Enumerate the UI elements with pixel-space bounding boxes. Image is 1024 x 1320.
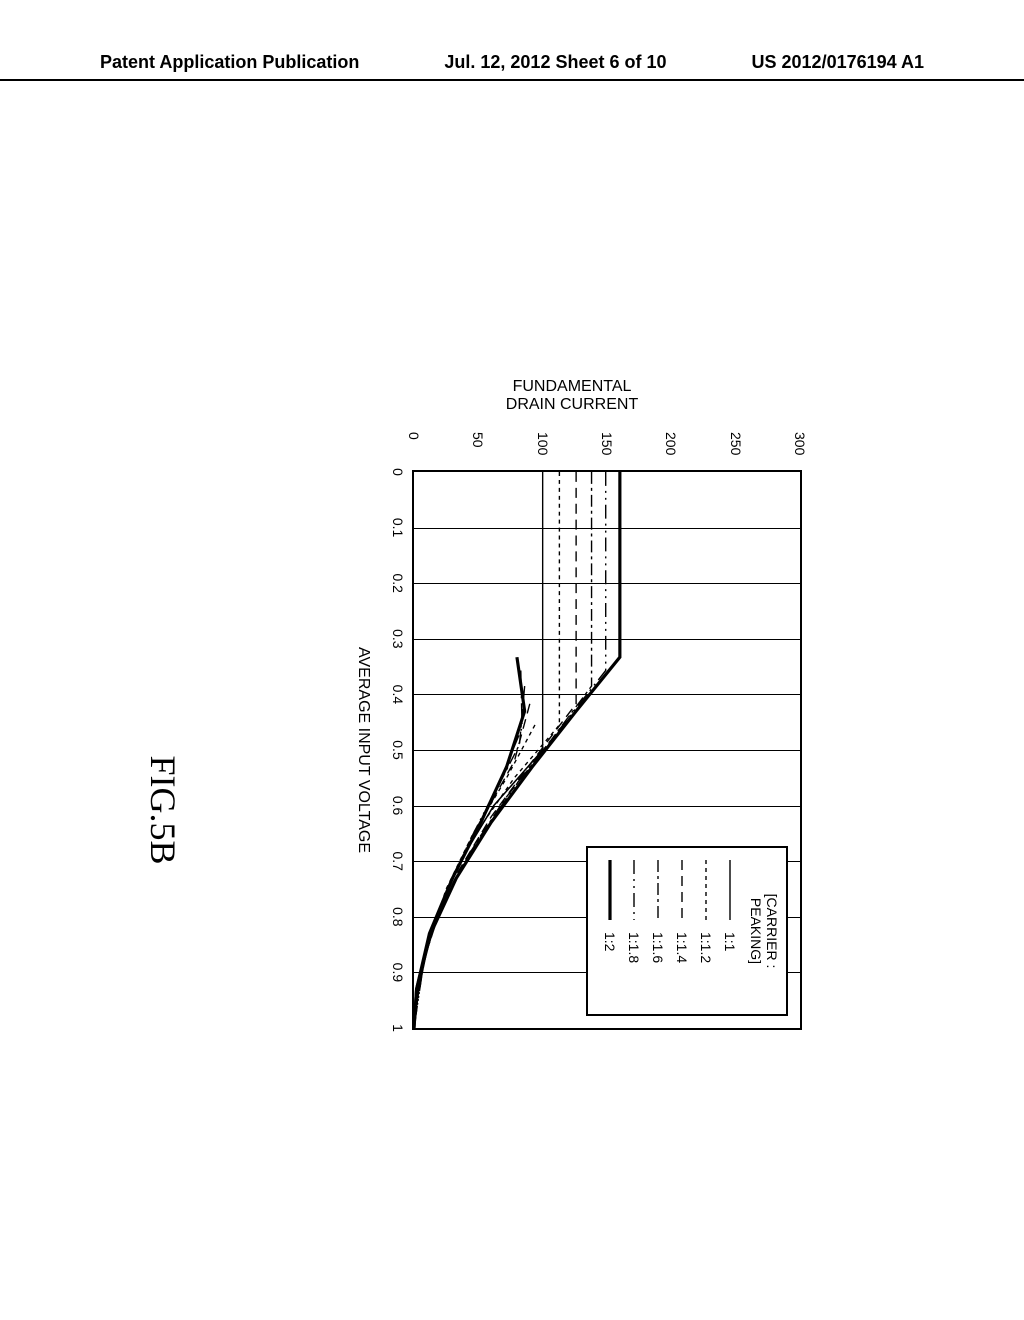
header-center: Jul. 12, 2012 Sheet 6 of 10 xyxy=(444,52,666,73)
x-tick: 0.8 xyxy=(390,907,406,926)
legend-swatch xyxy=(697,860,715,920)
x-axis-label: AVERAGE INPUT VOLTAGE xyxy=(354,647,372,853)
series-curve xyxy=(414,725,535,1028)
y-tick: 50 xyxy=(470,432,486,448)
x-tick: 0.2 xyxy=(390,573,406,592)
legend-title: [CARRIER : PEAKING] xyxy=(748,860,780,1002)
y-tick: 0 xyxy=(406,432,422,440)
x-tick: 0.3 xyxy=(390,629,406,648)
legend-row: 1:1.4 xyxy=(670,860,694,1002)
x-tick: 0.5 xyxy=(390,740,406,759)
series-curve xyxy=(414,472,559,1028)
series-curve xyxy=(414,472,606,1028)
legend-swatch xyxy=(673,860,691,920)
x-tick: 0.4 xyxy=(390,685,406,704)
header-right: US 2012/0176194 A1 xyxy=(752,52,924,73)
x-tick: 1 xyxy=(390,1024,406,1032)
y-tick: 100 xyxy=(535,432,551,455)
legend-row: 1:1.2 xyxy=(694,860,718,1002)
series-curve xyxy=(414,657,525,1028)
legend-swatch xyxy=(721,860,739,920)
legend-label: 1:1.2 xyxy=(698,932,714,963)
legend-row: 1:1 xyxy=(718,860,742,1002)
legend-row: 1:1.6 xyxy=(646,860,670,1002)
y-tick: 150 xyxy=(599,432,615,455)
x-tick: 0.9 xyxy=(390,963,406,982)
legend-swatch xyxy=(625,860,643,920)
figure-canvas: FUNDAMENTAL DRAIN CURRENT 0 50 100 150 2… xyxy=(112,150,912,1250)
legend-row: 1:1.8 xyxy=(622,860,646,1002)
legend-label: 1:1 xyxy=(722,932,738,951)
y-tick: 250 xyxy=(728,432,744,455)
x-tick: 0.1 xyxy=(390,518,406,537)
legend: [CARRIER : PEAKING] 1:1 1:1.2 1:1.4 1:1.6 1:… xyxy=(586,846,788,1016)
series-curve xyxy=(414,472,543,1028)
legend-swatch xyxy=(649,860,667,920)
series-curve xyxy=(414,472,576,1028)
page-header: Patent Application Publication Jul. 12, … xyxy=(0,52,1024,81)
series-curve xyxy=(414,472,592,1028)
y-axis-label: FUNDAMENTAL DRAIN CURRENT xyxy=(506,378,638,414)
series-curve xyxy=(414,750,543,1028)
legend-row: 1:2 xyxy=(598,860,622,1002)
figure-label: FIG.5B xyxy=(142,755,184,864)
y-tick: 200 xyxy=(663,432,679,455)
x-tick: 0.7 xyxy=(390,851,406,870)
x-tick: 0 xyxy=(390,468,406,476)
legend-label: 1:2 xyxy=(602,932,618,951)
plot-area: 0 50 100 150 200 250 300 0 0.1 0.2 0.3 0… xyxy=(412,470,802,1030)
header-left: Patent Application Publication xyxy=(100,52,359,73)
y-tick: 300 xyxy=(792,432,808,455)
legend-label: 1:1.6 xyxy=(650,932,666,963)
legend-label: 1:1.4 xyxy=(674,932,690,963)
x-tick: 0.6 xyxy=(390,796,406,815)
legend-label: 1:1.8 xyxy=(626,932,642,963)
legend-swatch xyxy=(601,860,619,920)
chart: FUNDAMENTAL DRAIN CURRENT 0 50 100 150 2… xyxy=(332,390,812,1070)
